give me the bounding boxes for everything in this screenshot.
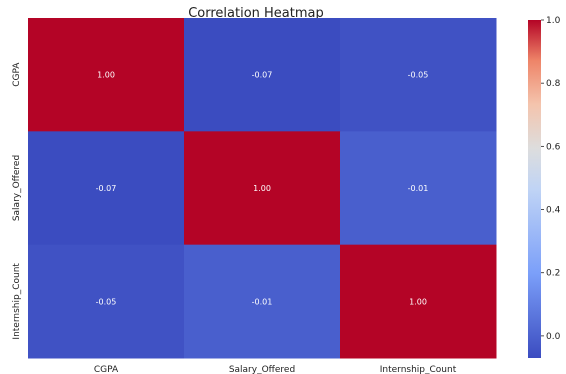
cell-value-label: 1.00 [409,297,427,306]
row-tick-label: CGPA [12,62,22,87]
colorbar-ticks: 0.0 0.2 0.4 0.6 0.8 1.0 [541,16,561,342]
row-tick-label: Salary_Offered [12,155,22,221]
heatmap-cell [28,18,185,132]
cell-value-label: -0.07 [96,184,117,193]
heatmap-cell [340,131,497,246]
heatmap-cell [340,244,497,359]
heatmap-cell [28,131,185,246]
column-tick-label: Internship_Count [380,365,457,374]
colorbar-tick-label: 0.2 [546,269,560,279]
cell-value-label: -0.05 [408,71,429,80]
colorbar [528,20,541,358]
colorbar-tick-label: 0.6 [546,142,561,152]
heatmap-cells [28,18,497,359]
cell-value-label: -0.01 [252,297,273,306]
colorbar-tick-label: 0.8 [546,79,561,89]
colorbar-tick-label: 0.4 [546,206,561,216]
chart-title: Correlation Heatmap [188,6,324,21]
heatmap-cell [184,131,341,246]
cell-value-label: 1.00 [97,71,115,80]
cell-value-label: -0.05 [96,297,117,306]
cell-value-label: -0.07 [252,71,273,80]
column-tick-label: Salary_Offered [229,365,295,374]
column-tick-labels: CGPA Salary_Offered Internship_Count [94,365,457,374]
cell-value-label: -0.01 [408,184,429,193]
row-tick-label: Internship_Count [12,263,22,340]
heatmap-cell [28,244,185,359]
cell-value-label: 1.00 [253,184,271,193]
column-tick-label: CGPA [94,365,119,374]
heatmap-cell [340,18,497,132]
heatmap-cell [184,244,341,359]
row-tick-labels: CGPA Salary_Offered Internship_Count [12,62,22,340]
colorbar-tick-label: 1.0 [546,16,561,26]
heatmap-cell [184,18,341,132]
colorbar-tick-label: 0.0 [546,332,561,342]
heatmap-cell-labels: 1.00 -0.07 -0.05 -0.07 1.00 -0.01 -0.05 -0.01 1.… [96,71,429,307]
